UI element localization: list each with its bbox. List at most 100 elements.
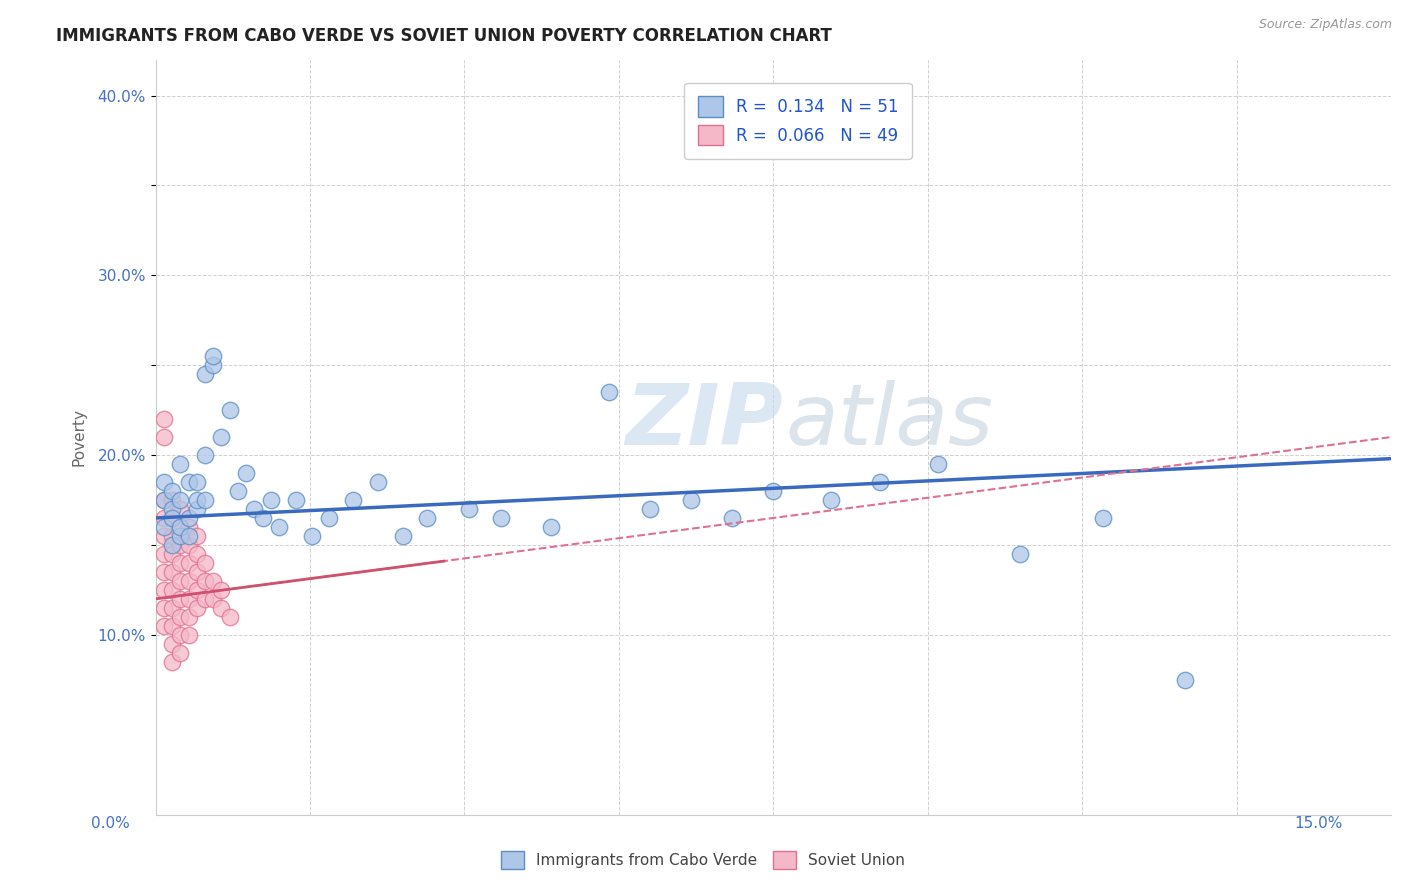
Point bbox=[186, 475, 208, 489]
Legend: Immigrants from Cabo Verde, Soviet Union: Immigrants from Cabo Verde, Soviet Union bbox=[495, 845, 911, 875]
Point bbox=[169, 493, 191, 508]
Point bbox=[540, 520, 562, 534]
Point bbox=[153, 475, 176, 489]
Point bbox=[160, 529, 183, 543]
Point bbox=[153, 412, 176, 426]
Point bbox=[160, 547, 183, 561]
Point bbox=[679, 493, 702, 508]
Point bbox=[160, 582, 183, 597]
Point bbox=[169, 457, 191, 471]
Point bbox=[160, 619, 183, 633]
Point bbox=[391, 529, 413, 543]
Point bbox=[169, 538, 191, 552]
Point bbox=[598, 385, 620, 400]
Text: atlas: atlas bbox=[786, 381, 994, 464]
Point bbox=[269, 520, 291, 534]
Point bbox=[186, 600, 208, 615]
Point bbox=[160, 502, 183, 516]
Point bbox=[153, 511, 176, 525]
Point bbox=[194, 448, 217, 462]
Point bbox=[153, 600, 176, 615]
Point bbox=[153, 430, 176, 444]
Point bbox=[284, 493, 307, 508]
Point bbox=[211, 600, 233, 615]
Point bbox=[153, 547, 176, 561]
Point bbox=[301, 529, 323, 543]
Point bbox=[160, 565, 183, 579]
Point bbox=[153, 619, 176, 633]
Point bbox=[218, 403, 240, 417]
Point bbox=[177, 538, 200, 552]
Point bbox=[762, 483, 785, 498]
Point bbox=[186, 582, 208, 597]
Point bbox=[202, 574, 225, 588]
Point bbox=[218, 610, 240, 624]
Point bbox=[252, 511, 274, 525]
Point bbox=[721, 511, 744, 525]
Point bbox=[160, 483, 183, 498]
Point bbox=[186, 493, 208, 508]
Point bbox=[153, 529, 176, 543]
Point bbox=[820, 493, 842, 508]
Point bbox=[160, 655, 183, 669]
Point bbox=[169, 628, 191, 642]
Point bbox=[169, 610, 191, 624]
Point bbox=[186, 502, 208, 516]
Point bbox=[202, 591, 225, 606]
Text: IMMIGRANTS FROM CABO VERDE VS SOVIET UNION POVERTY CORRELATION CHART: IMMIGRANTS FROM CABO VERDE VS SOVIET UNI… bbox=[56, 27, 832, 45]
Point bbox=[169, 556, 191, 570]
Point bbox=[177, 574, 200, 588]
Point bbox=[491, 511, 513, 525]
Point bbox=[160, 600, 183, 615]
Point bbox=[235, 466, 257, 480]
Point bbox=[211, 582, 233, 597]
Point bbox=[194, 556, 217, 570]
Point bbox=[186, 547, 208, 561]
Legend: R =  0.134   N = 51, R =  0.066   N = 49: R = 0.134 N = 51, R = 0.066 N = 49 bbox=[685, 83, 911, 159]
Point bbox=[226, 483, 249, 498]
Text: 0.0%: 0.0% bbox=[91, 816, 131, 831]
Text: ZIP: ZIP bbox=[626, 381, 783, 464]
Point bbox=[169, 574, 191, 588]
Point bbox=[169, 520, 191, 534]
Point bbox=[169, 529, 191, 543]
Point bbox=[318, 511, 340, 525]
Point bbox=[927, 457, 949, 471]
Point bbox=[177, 628, 200, 642]
Point bbox=[202, 349, 225, 363]
Point bbox=[177, 610, 200, 624]
Point bbox=[177, 511, 200, 525]
Point bbox=[416, 511, 439, 525]
Point bbox=[1010, 547, 1032, 561]
Point bbox=[260, 493, 283, 508]
Text: 15.0%: 15.0% bbox=[1295, 816, 1343, 831]
Point bbox=[1174, 673, 1197, 687]
Point bbox=[153, 493, 176, 508]
Point bbox=[177, 475, 200, 489]
Point bbox=[194, 493, 217, 508]
Point bbox=[243, 502, 266, 516]
Point bbox=[177, 591, 200, 606]
Point bbox=[160, 511, 183, 525]
Point bbox=[177, 529, 200, 543]
Point bbox=[153, 493, 176, 508]
Point bbox=[342, 493, 364, 508]
Point bbox=[160, 511, 183, 525]
Point bbox=[160, 538, 183, 552]
Point bbox=[169, 591, 191, 606]
Point bbox=[869, 475, 891, 489]
Point bbox=[211, 430, 233, 444]
Point bbox=[194, 574, 217, 588]
Point bbox=[153, 520, 176, 534]
Point bbox=[169, 520, 191, 534]
Point bbox=[202, 358, 225, 372]
Point bbox=[153, 565, 176, 579]
Y-axis label: Poverty: Poverty bbox=[72, 408, 86, 467]
Point bbox=[194, 367, 217, 381]
Text: Source: ZipAtlas.com: Source: ZipAtlas.com bbox=[1258, 18, 1392, 31]
Point bbox=[1091, 511, 1114, 525]
Point bbox=[186, 529, 208, 543]
Point bbox=[186, 565, 208, 579]
Point bbox=[177, 556, 200, 570]
Point bbox=[638, 502, 661, 516]
